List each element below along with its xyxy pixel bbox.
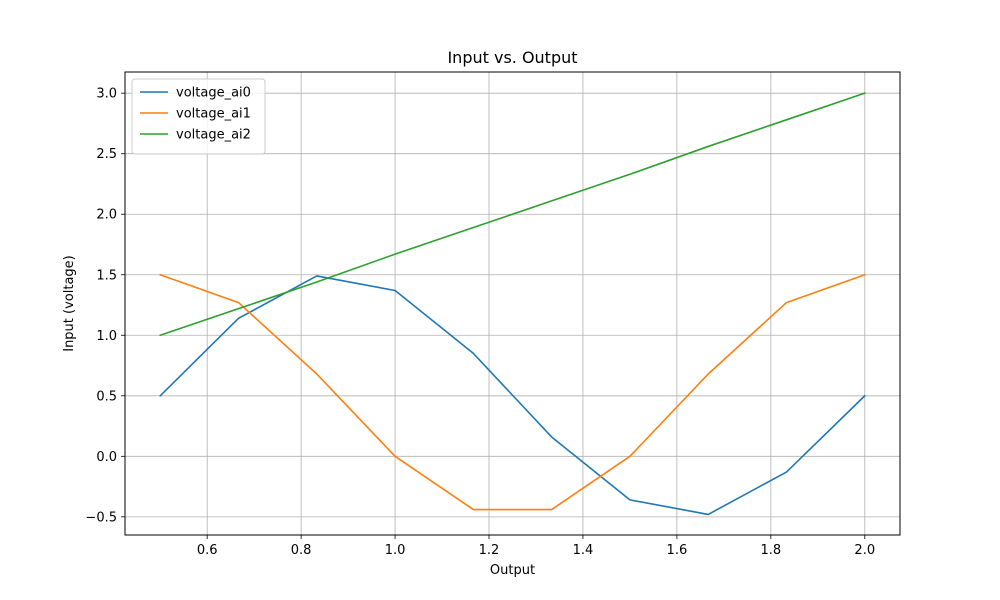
legend-label: voltage_ai1 <box>176 107 251 122</box>
legend-label: voltage_ai2 <box>176 128 251 143</box>
axis-ticks: 0.6 0.8 1.0 1.2 1.4 1.6 1.8 2.0 −0.5 0.0 0.5 1.0 1.5… <box>85 87 875 558</box>
x-tick-label: 1.8 <box>760 543 781 558</box>
legend-label: voltage_ai0 <box>176 86 251 101</box>
series-line-voltage_ai1 <box>159 273 866 511</box>
y-tick-label: 0.0 <box>96 450 117 465</box>
x-tick-label: 0.6 <box>197 543 218 558</box>
y-axis-title: Input (voltage) <box>62 255 77 352</box>
x-tick-label: 0.8 <box>291 543 312 558</box>
y-tick-label: 2.5 <box>96 147 117 162</box>
x-tick-label: 2.0 <box>854 543 875 558</box>
y-tick-label: 0.5 <box>96 389 117 404</box>
y-tick-label: −0.5 <box>85 510 117 525</box>
legend-box <box>131 78 266 155</box>
chart-title: Input vs. Output <box>447 48 577 67</box>
y-tick-label: 3.0 <box>96 87 117 102</box>
x-tick-label: 1.6 <box>667 543 688 558</box>
y-tick-label: 1.0 <box>96 329 117 344</box>
y-tick-label: 1.5 <box>96 268 117 283</box>
x-axis-title: Output <box>490 563 535 578</box>
series-line-voltage_ai0 <box>159 275 866 516</box>
plot-frame <box>124 71 901 536</box>
x-tick-label: 1.4 <box>573 543 594 558</box>
x-tick-label: 1.2 <box>479 543 500 558</box>
legend: voltage_ai0 voltage_ai1 voltage_ai2 <box>131 78 266 155</box>
series-lines <box>159 92 866 516</box>
x-tick-label: 1.0 <box>385 543 406 558</box>
series-line-voltage_ai2 <box>159 92 866 337</box>
y-tick-label: 2.0 <box>96 208 117 223</box>
